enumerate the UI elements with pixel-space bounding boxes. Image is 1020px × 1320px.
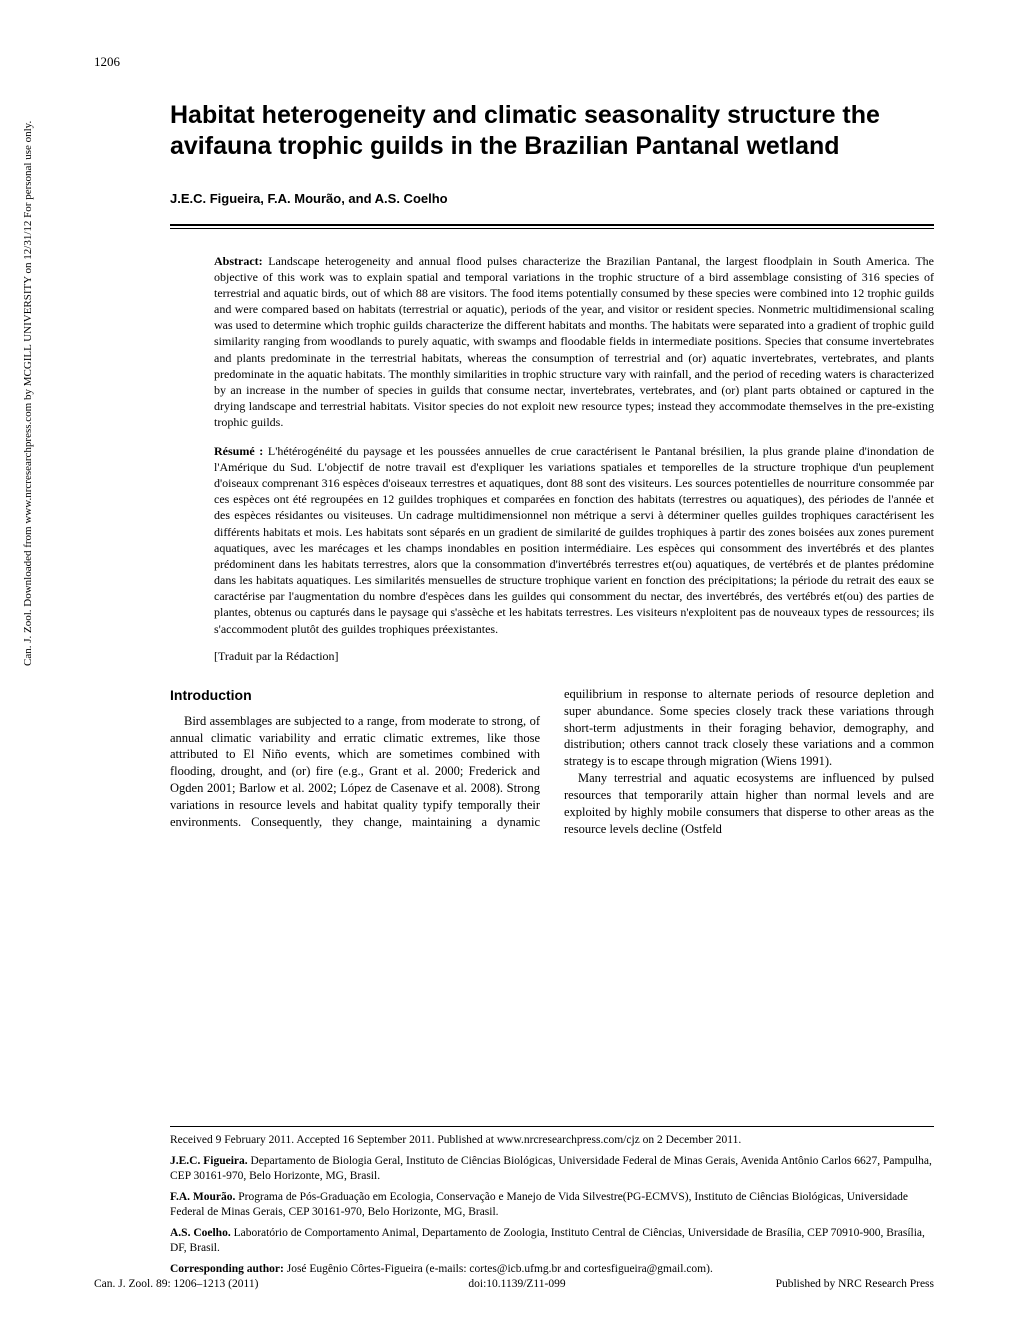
introduction-heading: Introduction <box>170 686 540 705</box>
affiliation-2: F.A. Mourão. Programa de Pós-Graduação e… <box>170 1190 934 1220</box>
abstract-french: Résumé : L'hétérogénéité du paysage et l… <box>214 443 934 637</box>
introduction-section: Introduction Bird assemblages are subjec… <box>170 686 934 838</box>
corresponding-text: José Eugênio Côrtes-Figueira (e-mails: c… <box>284 1263 713 1275</box>
abstract-text: Landscape heterogeneity and annual flood… <box>214 254 934 430</box>
author-3-affil: Laboratório de Comportamento Animal, Dep… <box>170 1227 925 1254</box>
author-3-name: A.S. Coelho. <box>170 1227 231 1239</box>
resume-text: L'hétérogénéité du paysage et les poussé… <box>214 444 934 636</box>
intro-paragraph-2: Many terrestrial and aquatic ecosystems … <box>564 770 934 838</box>
corresponding-author: Corresponding author: José Eugênio Côrte… <box>170 1262 934 1277</box>
divider-thick <box>170 224 934 226</box>
affiliation-3: A.S. Coelho. Laboratório de Comportament… <box>170 1226 934 1256</box>
abstract-english: Abstract: Landscape heterogeneity and an… <box>214 253 934 431</box>
author-2-affil: Programa de Pós-Graduação em Ecologia, C… <box>170 1191 908 1218</box>
author-1-affil: Departamento de Biologia Geral, Institut… <box>170 1155 932 1182</box>
footer-affiliations: Received 9 February 2011. Accepted 16 Se… <box>170 1126 934 1277</box>
corresponding-label: Corresponding author: <box>170 1263 284 1275</box>
bottom-bar: Can. J. Zool. 89: 1206–1213 (2011) doi:1… <box>94 1278 934 1290</box>
publisher: Published by NRC Research Press <box>776 1278 934 1290</box>
translation-note: [Traduit par la Rédaction] <box>214 649 934 664</box>
author-1-name: J.E.C. Figueira. <box>170 1155 248 1167</box>
resume-label: Résumé : <box>214 444 263 458</box>
abstract-label: Abstract: <box>214 254 263 268</box>
page-number: 1206 <box>94 54 120 70</box>
article-title: Habitat heterogeneity and climatic seaso… <box>170 100 934 163</box>
download-watermark: Can. J. Zool. Downloaded from www.nrcres… <box>22 121 34 666</box>
author-2-name: F.A. Mourão. <box>170 1191 235 1203</box>
citation: Can. J. Zool. 89: 1206–1213 (2011) <box>94 1278 258 1290</box>
affiliation-1: J.E.C. Figueira. Departamento de Biologi… <box>170 1154 934 1184</box>
authors-line: J.E.C. Figueira, F.A. Mourão, and A.S. C… <box>170 191 934 206</box>
divider-thin <box>170 228 934 229</box>
doi: doi:10.1139/Z11-099 <box>468 1278 565 1290</box>
abstract-block: Abstract: Landscape heterogeneity and an… <box>214 253 934 664</box>
citation-text: Can. J. Zool. 89: 1206–1213 (2011) <box>94 1278 258 1290</box>
main-content: Habitat heterogeneity and climatic seaso… <box>170 100 934 838</box>
footer-divider <box>170 1126 934 1127</box>
received-line: Received 9 February 2011. Accepted 16 Se… <box>170 1133 934 1148</box>
